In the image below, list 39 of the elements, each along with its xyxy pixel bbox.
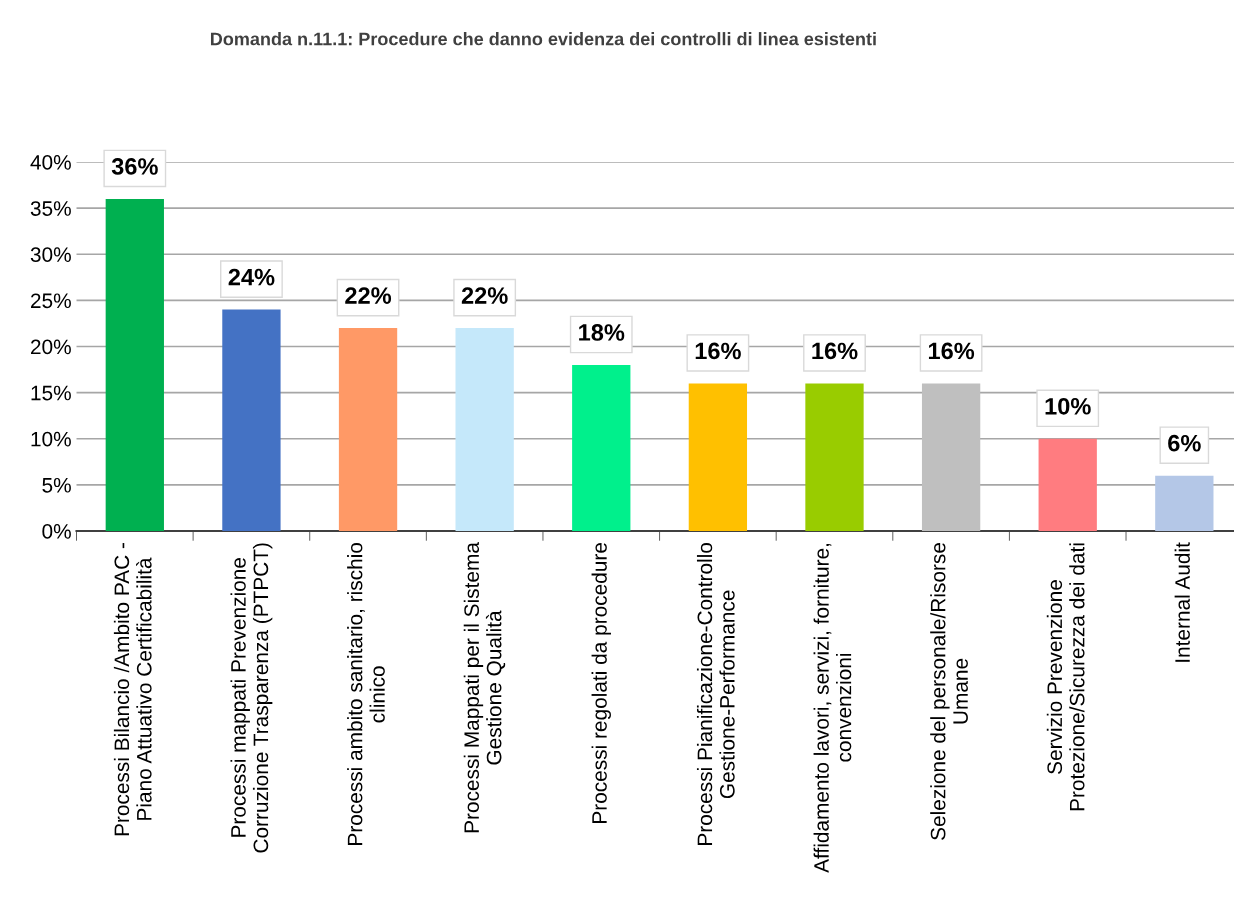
data-label: 16% <box>812 342 858 360</box>
data-label: 16% <box>928 342 975 360</box>
y-tick-label: 10% <box>31 431 71 447</box>
y-tick-label: 0% <box>42 524 71 539</box>
y-tick-label: 40% <box>30 155 71 170</box>
bar <box>105 198 164 531</box>
bar <box>455 328 514 531</box>
data-label: 24% <box>228 268 275 286</box>
x-tick-label: Processi Pianificazione-Controllo Gestione-Performance <box>696 542 735 845</box>
data-label: 22% <box>461 287 508 304</box>
x-tick-label: Affidamento lavori, servizi, forniture, convenzioni <box>813 543 852 873</box>
x-tick-label: Servizio Prevenzione Protezione/Sicurezza dei dati <box>1046 543 1085 811</box>
bar <box>338 328 398 531</box>
data-label: 10% <box>1045 397 1091 415</box>
y-tick-label: 25% <box>31 293 71 309</box>
x-tick-label: Selezione del personale/Risorse Umane <box>930 543 968 840</box>
data-label: 22% <box>345 287 392 304</box>
x-tick-label: Processi ambito sanitario, rischio clinico <box>347 542 385 845</box>
y-tick-label: 20% <box>31 339 71 355</box>
x-tick-label: Internal Audit <box>1174 542 1190 662</box>
bar <box>688 383 748 531</box>
data-label: 16% <box>695 342 741 360</box>
y-tick-label: 5% <box>42 477 71 493</box>
bar <box>921 383 981 531</box>
data-label: 18% <box>579 324 625 341</box>
x-tick-label: Processi Bilancio /Ambito PAC - Piano Attuativo Certificabilità <box>113 543 152 836</box>
bar <box>1038 438 1097 531</box>
bar <box>805 383 864 531</box>
bar <box>1155 475 1214 531</box>
y-tick-label: 30% <box>30 247 71 262</box>
y-tick-label: 35% <box>30 201 71 216</box>
data-label: 6% <box>1168 434 1201 452</box>
y-tick-label: 15% <box>31 385 71 401</box>
x-tick-label: Processi mappati Prevenzione Corruzione Trasparenza (PTPCT) <box>230 543 273 853</box>
data-label: 36% <box>111 158 158 175</box>
chart-title: Domanda n.11.1: Procedure che danno evidenza dei controlli di linea esistenti <box>210 32 876 46</box>
bar <box>572 364 631 531</box>
bar <box>222 309 281 531</box>
x-tick-label: Processi regolati da procedure <box>591 543 611 823</box>
